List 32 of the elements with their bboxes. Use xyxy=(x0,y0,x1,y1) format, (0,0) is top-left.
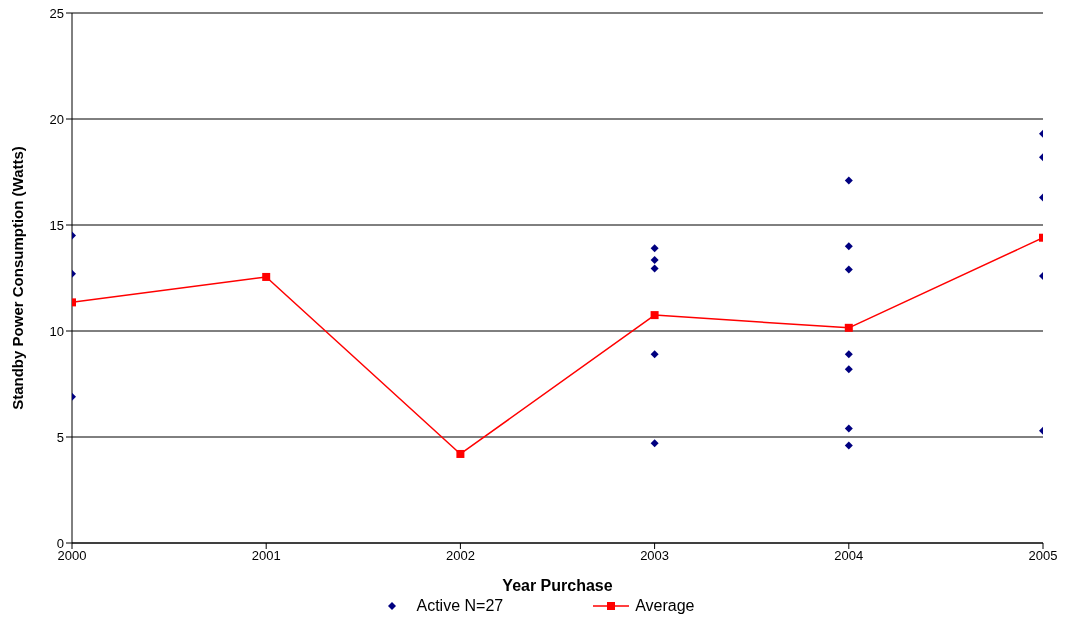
x-tick-label: 2001 xyxy=(251,548,281,564)
legend-label: Active N=27 xyxy=(416,597,504,615)
y-tick-label: 15 xyxy=(49,217,64,233)
legend-label: Average xyxy=(635,597,695,615)
point xyxy=(650,244,659,253)
x-tick-label: 2002 xyxy=(445,548,475,564)
x-tick-label: 2003 xyxy=(640,548,670,564)
point xyxy=(650,311,659,320)
point xyxy=(650,439,659,448)
point xyxy=(844,350,853,359)
point xyxy=(844,424,853,433)
y-tick-label: 10 xyxy=(49,323,64,339)
point xyxy=(844,365,853,374)
y-tick-label: 20 xyxy=(49,111,64,127)
point xyxy=(456,449,465,458)
y-tick-label: 5 xyxy=(56,429,64,445)
x-tick-label: 2000 xyxy=(57,548,87,564)
x-tick-label: 2005 xyxy=(1028,548,1058,564)
point xyxy=(844,323,853,332)
x-axis-title: Year Purchase xyxy=(502,577,613,594)
x-tick-label: 2004 xyxy=(834,548,864,564)
point xyxy=(650,350,659,359)
point xyxy=(650,255,659,264)
point xyxy=(262,272,271,281)
y-tick-label: 25 xyxy=(49,5,64,21)
point xyxy=(650,264,659,273)
point xyxy=(844,176,853,185)
point xyxy=(844,265,853,274)
point xyxy=(844,441,853,450)
y-axis-title: Standby Power Consumption (Watts) xyxy=(9,146,27,410)
point xyxy=(844,242,853,251)
y-tick-label: 0 xyxy=(56,535,64,551)
